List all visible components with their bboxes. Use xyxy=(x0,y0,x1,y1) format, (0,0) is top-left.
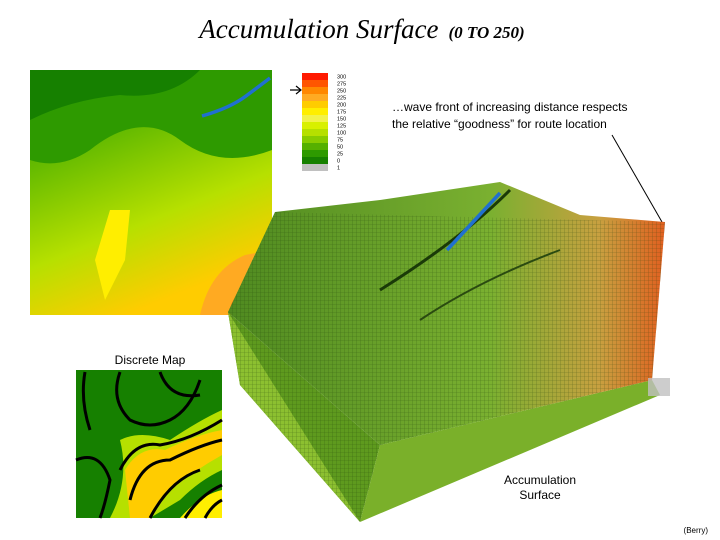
surface-label: Accumulation xyxy=(504,473,576,487)
legend-swatch xyxy=(302,164,328,171)
legend-label: 150 xyxy=(337,117,346,123)
surface-label: Surface xyxy=(519,488,561,502)
callout-line xyxy=(611,134,663,223)
subtitle: (0 TO 250) xyxy=(449,23,525,42)
title-group: Accumulation Surface (0 TO 250) xyxy=(197,14,524,44)
annotation-line: …wave front of increasing distance respe… xyxy=(392,100,627,114)
legend-swatch xyxy=(302,157,328,164)
legend-swatch xyxy=(302,80,328,87)
legend-label: 200 xyxy=(337,103,346,109)
distance-map xyxy=(30,70,272,315)
legend-label: 25 xyxy=(337,152,343,158)
legend-label: 225 xyxy=(337,96,346,102)
legend-swatch xyxy=(302,129,328,136)
discrete-map-label: Discrete Map xyxy=(115,353,186,367)
legend-label: 125 xyxy=(337,124,346,130)
legend-label: 175 xyxy=(337,110,346,116)
legend-label: 0 xyxy=(337,159,340,165)
legend-swatch xyxy=(302,94,328,101)
legend-label: 300 xyxy=(337,75,346,81)
credit: (Berry) xyxy=(684,526,709,535)
annotation-line: the relative “goodness” for route locati… xyxy=(392,117,607,131)
legend-swatch xyxy=(302,87,328,94)
legend-swatch xyxy=(302,73,328,80)
legend-swatch xyxy=(302,108,328,115)
legend-swatch xyxy=(302,150,328,157)
legend-swatch xyxy=(302,115,328,122)
title: Accumulation Surface xyxy=(197,14,438,44)
legend-arrow xyxy=(290,85,302,95)
legend-label: 100 xyxy=(337,131,346,137)
legend-label: 75 xyxy=(337,138,343,144)
discrete-map xyxy=(75,370,223,519)
legend-swatch xyxy=(302,122,328,129)
legend-swatch xyxy=(302,101,328,108)
legend-label: 250 xyxy=(337,89,346,95)
legend-swatch xyxy=(302,136,328,143)
legend-label: 275 xyxy=(337,82,346,88)
legend-label: 1 xyxy=(337,166,340,172)
legend-label: 50 xyxy=(337,145,343,151)
accumulation-surface xyxy=(228,182,670,522)
legend-swatch xyxy=(302,143,328,150)
